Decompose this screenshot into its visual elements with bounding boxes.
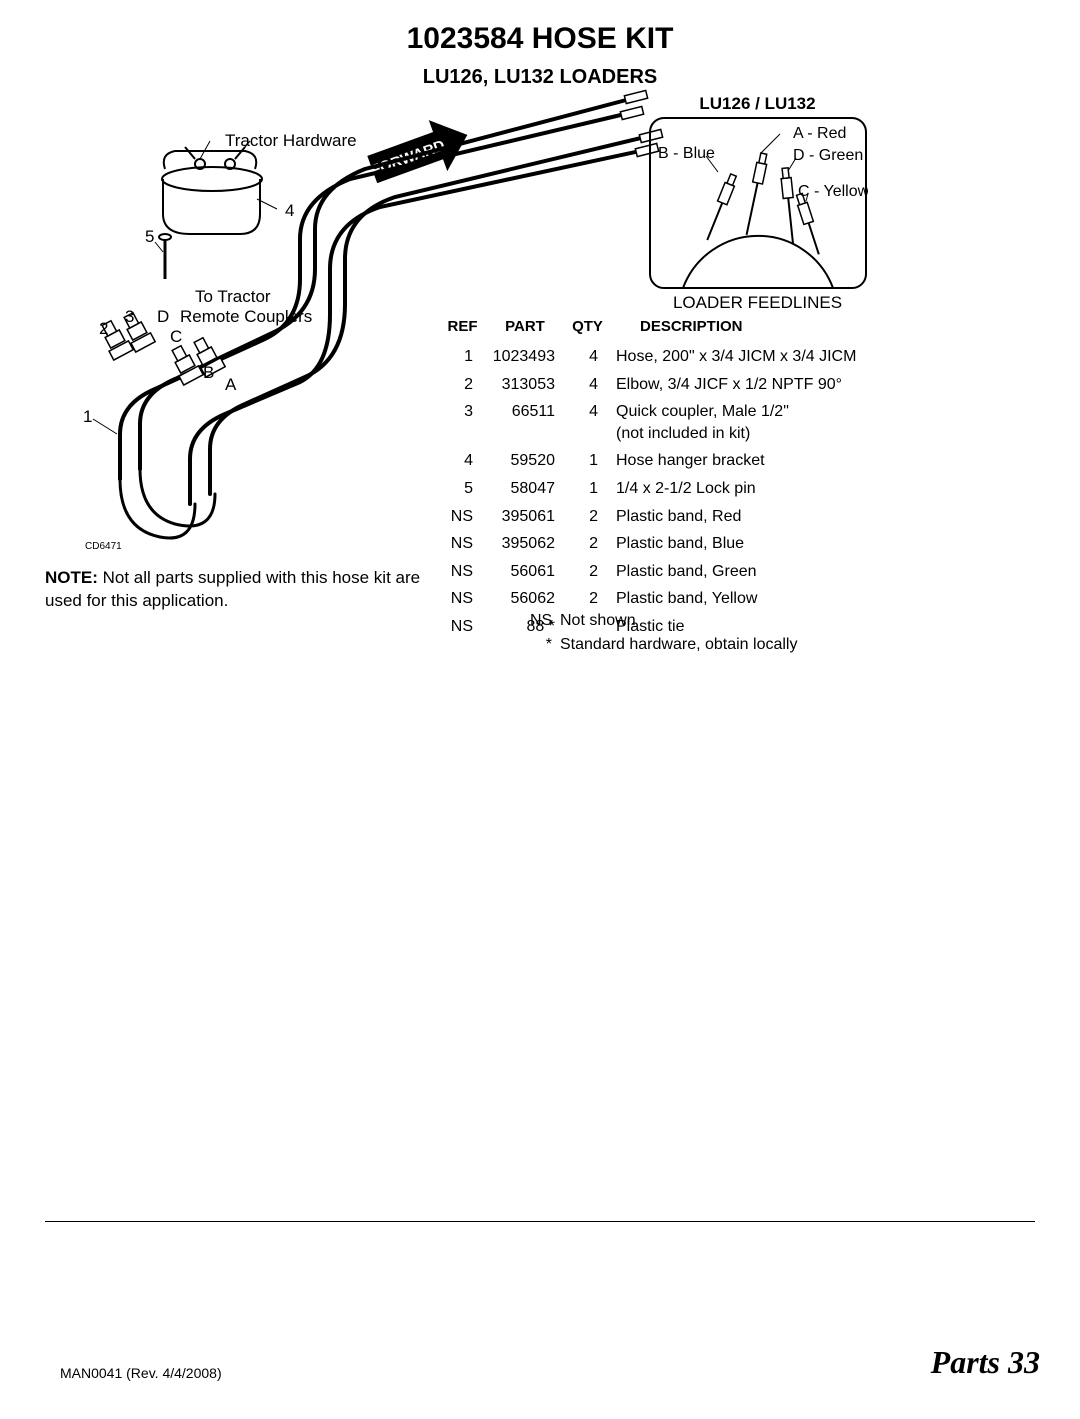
cell-ref: NS (440, 613, 485, 641)
feedlines-caption: LOADER FEEDLINES (625, 293, 890, 313)
cell-desc: Hose hanger bracket (610, 447, 905, 475)
col-desc: DESCRIPTION (610, 314, 905, 343)
callout-3: 3 (125, 307, 134, 327)
col-qty: QTY (565, 314, 610, 343)
cell-qty: 4 (565, 371, 610, 399)
content-area: FORWARD (0, 89, 1080, 689)
cell-ref: NS (440, 530, 485, 558)
cell-ref: 1 (440, 343, 485, 371)
cell-qty: 4 (565, 398, 610, 447)
cell-ref: 2 (440, 371, 485, 399)
footer-section: Parts (931, 1344, 1008, 1380)
callout-2: 2 (99, 319, 108, 339)
legend-star: * Standard hardware, obtain locally (530, 633, 797, 657)
table-row: NS3950622Plastic band, Blue (440, 530, 905, 558)
table-row: 4595201Hose hanger bracket (440, 447, 905, 475)
callout-a: A (225, 375, 236, 395)
col-ref: REF (440, 314, 485, 343)
svg-text:C - Yellow: C - Yellow (798, 183, 868, 200)
label-to-tractor: To Tractor (195, 287, 271, 307)
callout-1: 1 (83, 407, 92, 427)
cell-desc: Quick coupler, Male 1/2"(not included in… (610, 398, 905, 447)
page-title: 1023584 HOSE KIT (0, 22, 1080, 56)
note-body: Not all parts supplied with this hose ki… (45, 568, 420, 610)
feedlines-title: LU126 / LU132 (625, 94, 890, 114)
table-row: 23130534Elbow, 3/4 JICF x 1/2 NPTF 90° (440, 371, 905, 399)
cell-desc: Plastic band, Red (610, 503, 905, 531)
cell-desc: Hose, 200" x 3/4 JICM x 3/4 JICM (610, 343, 905, 371)
cell-part: 395062 (485, 530, 565, 558)
cell-desc: 1/4 x 2-1/2 Lock pin (610, 475, 905, 503)
cell-part: 395061 (485, 503, 565, 531)
table-row: 3665114Quick coupler, Male 1/2"(not incl… (440, 398, 905, 447)
svg-text:D - Green: D - Green (793, 147, 863, 164)
cell-ref: 5 (440, 475, 485, 503)
cell-part: 313053 (485, 371, 565, 399)
footer-revision: MAN0041 (Rev. 4/4/2008) (60, 1365, 222, 1381)
note-text: NOTE: Not all parts supplied with this h… (45, 567, 425, 613)
legend-star-text: Standard hardware, obtain locally (560, 633, 797, 657)
cell-ref: NS (440, 503, 485, 531)
cell-qty: 1 (565, 475, 610, 503)
cell-qty: 2 (565, 530, 610, 558)
table-row: 110234934Hose, 200" x 3/4 JICM x 3/4 JIC… (440, 343, 905, 371)
callout-d: D (157, 307, 169, 327)
table-row: NS3950612Plastic band, Red (440, 503, 905, 531)
callout-4: 4 (285, 201, 294, 221)
table-header-row: REF PART QTY DESCRIPTION (440, 314, 905, 343)
legend-star-sym: * (530, 633, 560, 657)
feedlines-box: LU126 / LU132 (625, 94, 890, 313)
footer-pagenum: 33 (1008, 1344, 1040, 1380)
legend-ns-text: Not shown (560, 609, 636, 633)
cell-qty: 4 (565, 343, 610, 371)
cell-desc: Elbow, 3/4 JICF x 1/2 NPTF 90° (610, 371, 905, 399)
svg-text:B - Blue: B - Blue (658, 145, 715, 162)
cell-qty: 2 (565, 503, 610, 531)
label-remote-couplers: Remote Couplers (180, 307, 312, 327)
callout-c: C (170, 327, 182, 347)
cell-part: 58047 (485, 475, 565, 503)
label-tractor-hardware: Tractor Hardware (225, 131, 357, 151)
cell-qty: 1 (565, 447, 610, 475)
cell-desc: Plastic band, Blue (610, 530, 905, 558)
table-row: NS560612Plastic band, Green (440, 558, 905, 586)
cell-desc: Plastic band, Green (610, 558, 905, 586)
cell-ref: 3 (440, 398, 485, 447)
svg-text:A - Red: A - Red (793, 125, 846, 142)
cell-part: 1023493 (485, 343, 565, 371)
diagram-reference: CD6471 (85, 541, 122, 552)
callout-5: 5 (145, 227, 154, 247)
cell-part: 66511 (485, 398, 565, 447)
note-bold: NOTE: (45, 568, 98, 587)
cell-ref: NS (440, 585, 485, 613)
parts-table: REF PART QTY DESCRIPTION 110234934Hose, … (440, 314, 905, 641)
cell-part: 56061 (485, 558, 565, 586)
cell-qty: 2 (565, 558, 610, 586)
legend: NS Not shown * Standard hardware, obtain… (530, 609, 797, 657)
legend-ns-sym: NS (530, 609, 560, 633)
legend-ns: NS Not shown (530, 609, 797, 633)
cell-part: 59520 (485, 447, 565, 475)
page-footer: MAN0041 (Rev. 4/4/2008) Parts 33 (60, 1344, 1040, 1381)
table-row: 55804711/4 x 2-1/2 Lock pin (440, 475, 905, 503)
cell-ref: NS (440, 558, 485, 586)
footer-page: Parts 33 (931, 1344, 1040, 1381)
cell-ref: 4 (440, 447, 485, 475)
feedlines-svg: A - Red B - Blue D - Green C - Yellow (648, 116, 868, 291)
callout-b: B (203, 363, 214, 383)
col-part: PART (485, 314, 565, 343)
